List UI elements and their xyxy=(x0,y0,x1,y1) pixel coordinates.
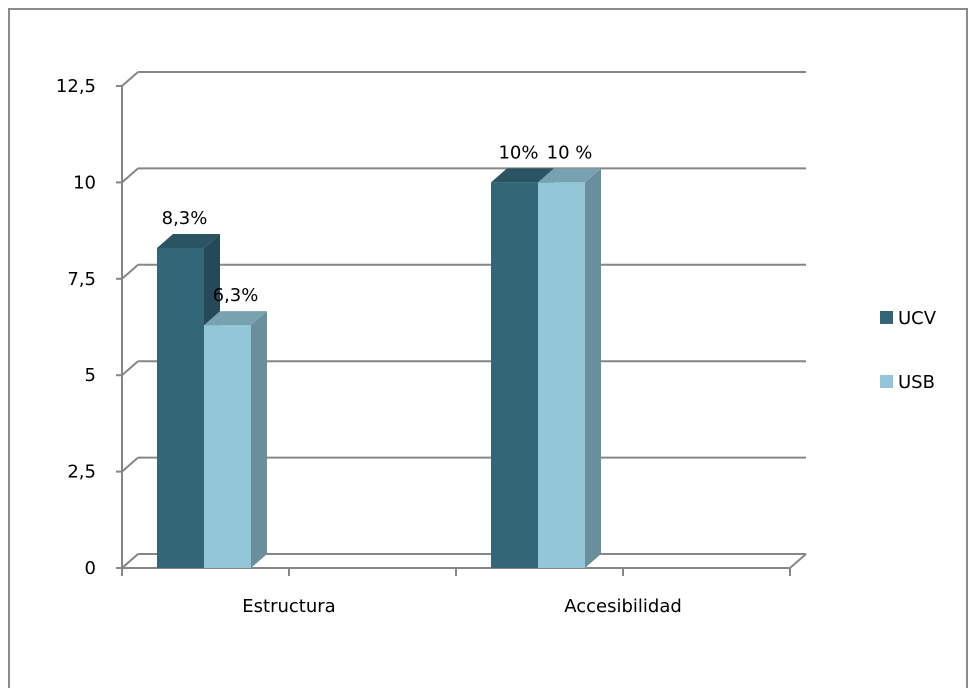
bar-usb-top xyxy=(204,311,267,326)
y-tick-label: 10 xyxy=(73,172,96,193)
bar-ucv-front xyxy=(491,182,538,568)
y-tick-label: 5 xyxy=(85,365,96,386)
x-category-label: Accesibilidad xyxy=(564,596,682,617)
gridline-connector xyxy=(121,167,139,184)
gridline-connector xyxy=(121,553,139,569)
y-tick-label: 0 xyxy=(85,558,96,579)
y-tick-label: 7,5 xyxy=(67,269,96,290)
x-category-label: Estructura xyxy=(242,596,335,617)
legend-label-usb: USB xyxy=(898,372,935,393)
y-tick-label: 2,5 xyxy=(67,462,96,483)
y-tick-label: 12,5 xyxy=(56,76,96,97)
bar-ucv-top xyxy=(491,168,554,183)
gridline-connector xyxy=(121,264,139,280)
bar-usb-top xyxy=(538,168,601,183)
legend-label-ucv: UCV xyxy=(898,308,937,329)
legend-swatch-ucv xyxy=(880,311,893,324)
gridline-connector xyxy=(121,360,139,376)
gridline-connector xyxy=(121,456,139,473)
bar-ucv-top xyxy=(157,233,220,248)
bar-usb-side xyxy=(251,311,267,568)
bar-usb-side xyxy=(585,168,601,568)
bar-usb-front xyxy=(204,325,251,568)
data-label: 8,3% xyxy=(162,208,208,229)
legend-swatch-usb xyxy=(880,375,893,388)
bar-ucv-front xyxy=(157,247,204,568)
bar-usb-front xyxy=(538,182,585,568)
gridline-connector xyxy=(121,71,139,87)
data-label: 6,3% xyxy=(213,285,259,306)
data-label: 10 % xyxy=(547,142,593,163)
data-label: 10% xyxy=(498,142,538,163)
floor-edge xyxy=(789,553,807,569)
